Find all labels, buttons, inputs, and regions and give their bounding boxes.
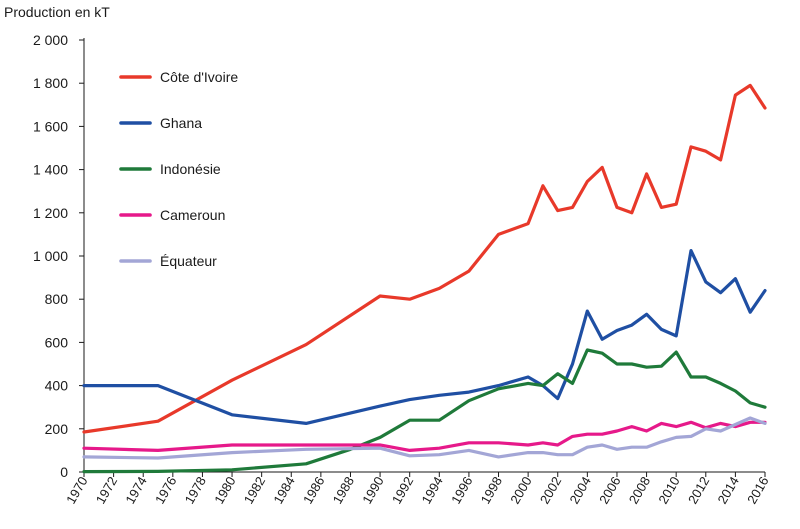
series-line-2 (82, 348, 767, 474)
y-tick-label: 1 400 (33, 162, 68, 178)
x-axis: 1970 1972 1974 1976 1978 1980 1982 1984 1986 1988… (63, 472, 772, 507)
y-tick-label: 0 (60, 464, 68, 480)
x-tick-label: 1990 (359, 474, 386, 507)
x-tick-label: 1976 (152, 474, 179, 507)
x-tick-label: 1992 (389, 474, 416, 507)
x-tick-label: 2010 (655, 474, 682, 507)
y-tick-label: 400 (45, 378, 69, 394)
x-tick-label: 2008 (626, 474, 653, 507)
series-line-1 (82, 249, 767, 425)
legend-label: Équateur (160, 253, 217, 269)
y-tick-label: 1 600 (33, 118, 68, 134)
series-line-3 (82, 420, 767, 452)
legend-label: Ghana (160, 115, 202, 131)
x-tick-label: 2012 (685, 474, 712, 507)
x-tick-label: 1998 (478, 474, 505, 507)
x-tick-label: 1982 (241, 474, 268, 507)
legend-label: Cameroun (160, 207, 225, 223)
x-tick-label: 1994 (418, 474, 445, 507)
x-tick-label: 1988 (330, 474, 357, 507)
legend-label: Côte d'Ivoire (160, 69, 238, 85)
y-tick-label: 1 200 (33, 205, 68, 221)
x-tick-label: 1986 (300, 474, 327, 507)
x-tick-label: 1974 (122, 474, 149, 507)
legend-label: Indonésie (160, 161, 221, 177)
y-tick-label: 800 (45, 291, 69, 307)
y-axis: 0 200 400 600 800 1 000 1 200 1 400 1 600 1 800 2 … (33, 32, 84, 480)
x-tick-label: 2004 (566, 474, 593, 507)
y-tick-label: 2 000 (33, 32, 68, 48)
x-tick-label: 2016 (744, 474, 771, 507)
x-tick-label: 2000 (507, 474, 534, 507)
y-tick-label: 1 800 (33, 75, 68, 91)
x-tick-label: 2006 (596, 474, 623, 507)
y-axis-title: Production en kT (4, 4, 110, 20)
series-layer (82, 83, 767, 474)
y-tick-label: 1 000 (33, 248, 68, 264)
x-tick-label: 1996 (448, 474, 475, 507)
series-line-0 (82, 83, 767, 434)
y-tick-label: 200 (45, 421, 69, 437)
x-tick-label: 1978 (182, 474, 209, 507)
series-line-4 (82, 416, 767, 460)
x-tick-label: 1980 (211, 474, 238, 507)
x-tick-label: 1984 (270, 474, 297, 507)
x-tick-label: 2014 (715, 474, 742, 507)
y-tick-label: 600 (45, 334, 69, 350)
x-tick-label: 1972 (93, 474, 120, 507)
legend: Côte d'Ivoire Ghana Indonésie Cameroun Équat… (119, 69, 238, 269)
x-tick-label: 2002 (537, 474, 564, 507)
